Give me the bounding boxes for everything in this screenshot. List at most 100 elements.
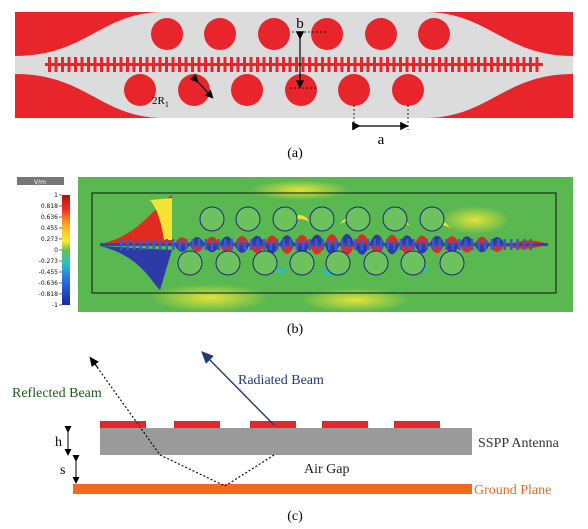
field-tooth [308, 239, 311, 250]
field-tooth [425, 239, 428, 250]
reflected-beam-path [91, 359, 275, 487]
hole [365, 18, 397, 50]
sspp-tooth [464, 57, 467, 72]
sspp-tooth [152, 57, 155, 72]
field-tooth [490, 239, 493, 250]
field-tooth [204, 239, 207, 250]
sspp-tooth [412, 57, 415, 72]
sspp-tooth [171, 57, 175, 72]
field-tooth [224, 239, 227, 250]
patch [322, 421, 368, 428]
sspp-tooth [262, 57, 266, 72]
sspp-tooth [80, 57, 84, 72]
colorbar-tick-label: -0.273 [39, 258, 59, 265]
colorbar-ticks: 1 0.818 0.636 0.455 0.273 0 -0.273 -0.455 -0.636… [39, 192, 62, 309]
colorbar-header [17, 177, 64, 185]
sspp-tooth [301, 57, 305, 72]
sspp-tooth [210, 57, 214, 72]
sspp-tooth [392, 57, 396, 72]
sspp-tooth [184, 57, 188, 72]
sspp-tooth [444, 57, 448, 72]
sspp-tooth [236, 57, 240, 72]
field-tooth [393, 239, 396, 250]
sspp-tooth [457, 57, 461, 72]
sspp-tooth [399, 57, 402, 72]
field-hole [199, 206, 225, 232]
field-tooth [120, 239, 123, 250]
sspp-tooth [275, 57, 279, 72]
sspp-tooth [87, 57, 90, 72]
sspp-tooth [425, 57, 428, 72]
dim-r-label: 2R1 [152, 95, 169, 109]
dim-b-label: b [296, 16, 304, 32]
sspp-tooth [431, 57, 435, 72]
field-tooth [302, 239, 305, 250]
field-tooth [347, 239, 350, 250]
field-hole [363, 250, 389, 276]
sspp-tooth [334, 57, 337, 72]
sspp-tooth [451, 57, 454, 72]
reflected-beam-head [89, 356, 99, 369]
field-lobe [355, 246, 369, 255]
field-lobe [310, 246, 324, 255]
field-tooth [367, 239, 370, 250]
sspp-tooth [282, 57, 285, 72]
sspp-tooth [61, 57, 64, 72]
sspp-tooth [249, 57, 253, 72]
colorbar-tick-label: 1 [54, 192, 58, 199]
field-lobe [310, 234, 324, 243]
sspp-tooth [48, 57, 51, 72]
field-hole [439, 250, 465, 276]
sspp-tooth [178, 57, 181, 72]
sspp-tooth [269, 57, 272, 72]
field-tooth [237, 239, 240, 250]
field-tooth [263, 239, 266, 250]
dim-a-label: a [378, 132, 385, 148]
sspp-tooth [256, 57, 259, 72]
field-crescent [270, 266, 290, 273]
field-tooth [419, 239, 422, 250]
sspp-tooth [145, 57, 149, 72]
panel-a-caption: (a) [287, 146, 303, 161]
sspp-tooth [503, 57, 506, 72]
panel-c-caption: (c) [287, 509, 303, 524]
field-tooth [386, 239, 389, 250]
field-tooth [438, 239, 441, 250]
field-tooth [529, 239, 532, 250]
field-tooth [159, 239, 162, 250]
field-tooth [373, 239, 376, 250]
field-tooth [152, 239, 155, 250]
field-tooth [139, 239, 142, 250]
field-hole [252, 250, 278, 276]
sspp-tooth [93, 57, 97, 72]
panel-a-structure: b 2R1 a (a) [15, 12, 573, 161]
colorbar-tick-label: -1 [52, 302, 58, 309]
sspp-tooth [67, 57, 71, 72]
field-tooth [445, 239, 448, 250]
sspp-tooth [126, 57, 129, 72]
sspp-tooth [197, 57, 201, 72]
field-hole [400, 250, 426, 276]
field-tooth [510, 239, 513, 250]
dim-r-arrow [189, 73, 214, 99]
field-tooth [230, 239, 233, 250]
sspp-tooth [217, 57, 220, 72]
panel-b-caption: (b) [287, 322, 304, 337]
field-tooth [178, 239, 181, 250]
sspp-tooth [340, 57, 344, 72]
field-hole [382, 206, 408, 232]
field-hole [419, 206, 445, 232]
field-tooth [451, 239, 454, 250]
sspp-tooth [308, 57, 311, 72]
field-tooth [282, 239, 285, 250]
sspp-tooth [288, 57, 292, 72]
field-tooth [458, 239, 461, 250]
patch [174, 421, 220, 428]
sspp-tooth [74, 57, 77, 72]
sspp-tooth [405, 57, 409, 72]
sspp-tooth [132, 57, 136, 72]
sspp-tooth [535, 57, 539, 72]
sspp-tooth [113, 57, 116, 72]
colorbar [62, 195, 70, 305]
